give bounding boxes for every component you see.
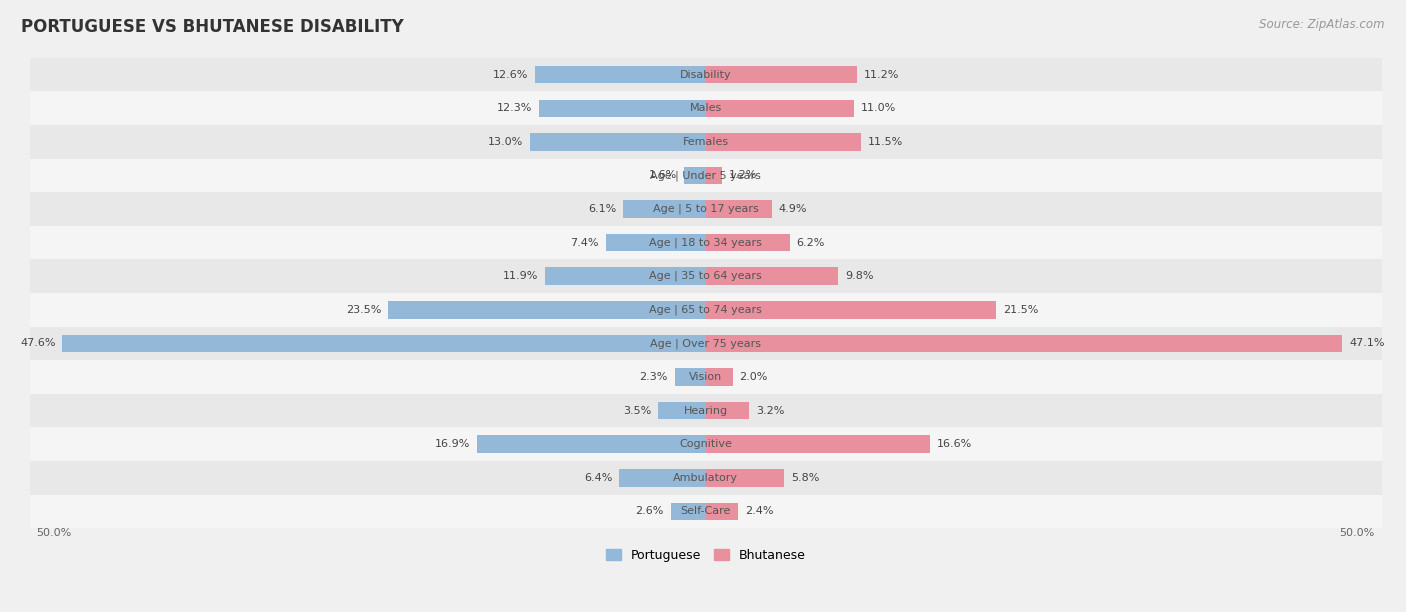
Text: 16.9%: 16.9% bbox=[434, 439, 471, 449]
Text: 23.5%: 23.5% bbox=[346, 305, 381, 315]
Bar bbox=[658, 402, 706, 419]
Bar bbox=[388, 301, 706, 319]
Text: Age | 65 to 74 years: Age | 65 to 74 years bbox=[650, 305, 762, 315]
Bar bbox=[30, 427, 1382, 461]
Text: Age | 18 to 34 years: Age | 18 to 34 years bbox=[650, 237, 762, 248]
Bar bbox=[30, 58, 1382, 91]
Text: Source: ZipAtlas.com: Source: ZipAtlas.com bbox=[1260, 18, 1385, 31]
Text: 5.8%: 5.8% bbox=[792, 473, 820, 483]
Text: 12.3%: 12.3% bbox=[498, 103, 533, 113]
Bar bbox=[706, 100, 855, 117]
Text: 2.6%: 2.6% bbox=[636, 507, 664, 517]
Text: 2.0%: 2.0% bbox=[740, 372, 768, 382]
Bar bbox=[30, 327, 1382, 360]
Bar bbox=[706, 234, 790, 252]
Text: Self-Care: Self-Care bbox=[681, 507, 731, 517]
Bar bbox=[685, 166, 706, 184]
Bar bbox=[706, 267, 838, 285]
Text: 6.4%: 6.4% bbox=[583, 473, 613, 483]
Text: Females: Females bbox=[683, 137, 728, 147]
Text: 1.6%: 1.6% bbox=[650, 170, 678, 181]
Bar bbox=[30, 360, 1382, 394]
Text: 11.0%: 11.0% bbox=[862, 103, 897, 113]
Text: Cognitive: Cognitive bbox=[679, 439, 733, 449]
Bar bbox=[546, 267, 706, 285]
Text: 3.5%: 3.5% bbox=[623, 406, 651, 416]
Bar bbox=[30, 394, 1382, 427]
Bar bbox=[706, 502, 738, 520]
Bar bbox=[606, 234, 706, 252]
Bar bbox=[62, 335, 706, 352]
Bar bbox=[619, 469, 706, 487]
Text: 12.6%: 12.6% bbox=[494, 70, 529, 80]
Text: Males: Males bbox=[689, 103, 721, 113]
Bar bbox=[706, 66, 858, 83]
Text: 1.2%: 1.2% bbox=[728, 170, 756, 181]
Text: 11.2%: 11.2% bbox=[863, 70, 900, 80]
Text: Age | 5 to 17 years: Age | 5 to 17 years bbox=[652, 204, 759, 214]
Text: Hearing: Hearing bbox=[683, 406, 728, 416]
Bar bbox=[706, 166, 721, 184]
Bar bbox=[477, 436, 706, 453]
Text: 13.0%: 13.0% bbox=[488, 137, 523, 147]
Text: Vision: Vision bbox=[689, 372, 723, 382]
Bar bbox=[30, 192, 1382, 226]
Bar bbox=[536, 66, 706, 83]
Bar bbox=[671, 502, 706, 520]
Bar bbox=[706, 133, 862, 151]
Legend: Portuguese, Bhutanese: Portuguese, Bhutanese bbox=[600, 544, 811, 567]
Text: 21.5%: 21.5% bbox=[1002, 305, 1039, 315]
Bar bbox=[540, 100, 706, 117]
Text: 6.2%: 6.2% bbox=[796, 237, 825, 248]
Bar bbox=[30, 226, 1382, 259]
Text: 2.4%: 2.4% bbox=[745, 507, 773, 517]
Bar bbox=[706, 402, 749, 419]
Bar bbox=[30, 91, 1382, 125]
Text: Age | Over 75 years: Age | Over 75 years bbox=[650, 338, 761, 349]
Bar bbox=[706, 301, 997, 319]
Text: Ambulatory: Ambulatory bbox=[673, 473, 738, 483]
Text: 3.2%: 3.2% bbox=[756, 406, 785, 416]
Text: 50.0%: 50.0% bbox=[37, 528, 72, 539]
Bar bbox=[530, 133, 706, 151]
Bar bbox=[706, 335, 1343, 352]
Bar bbox=[706, 368, 733, 386]
Text: Age | Under 5 years: Age | Under 5 years bbox=[651, 170, 761, 181]
Text: 7.4%: 7.4% bbox=[571, 237, 599, 248]
Text: 11.5%: 11.5% bbox=[868, 137, 903, 147]
Bar bbox=[30, 293, 1382, 327]
Bar bbox=[623, 200, 706, 218]
Text: 9.8%: 9.8% bbox=[845, 271, 873, 282]
Bar bbox=[706, 436, 931, 453]
Text: Disability: Disability bbox=[681, 70, 731, 80]
Text: 4.9%: 4.9% bbox=[779, 204, 807, 214]
Text: 16.6%: 16.6% bbox=[936, 439, 972, 449]
Bar bbox=[30, 125, 1382, 159]
Bar bbox=[30, 461, 1382, 494]
Text: 11.9%: 11.9% bbox=[503, 271, 538, 282]
Text: 47.6%: 47.6% bbox=[20, 338, 55, 348]
Bar bbox=[706, 469, 785, 487]
Bar bbox=[706, 200, 772, 218]
Text: Age | 35 to 64 years: Age | 35 to 64 years bbox=[650, 271, 762, 282]
Bar bbox=[30, 259, 1382, 293]
Text: 47.1%: 47.1% bbox=[1350, 338, 1385, 348]
Text: PORTUGUESE VS BHUTANESE DISABILITY: PORTUGUESE VS BHUTANESE DISABILITY bbox=[21, 18, 404, 36]
Bar bbox=[30, 494, 1382, 528]
Text: 2.3%: 2.3% bbox=[640, 372, 668, 382]
Bar bbox=[30, 159, 1382, 192]
Text: 6.1%: 6.1% bbox=[588, 204, 616, 214]
Bar bbox=[675, 368, 706, 386]
Text: 50.0%: 50.0% bbox=[1340, 528, 1375, 539]
